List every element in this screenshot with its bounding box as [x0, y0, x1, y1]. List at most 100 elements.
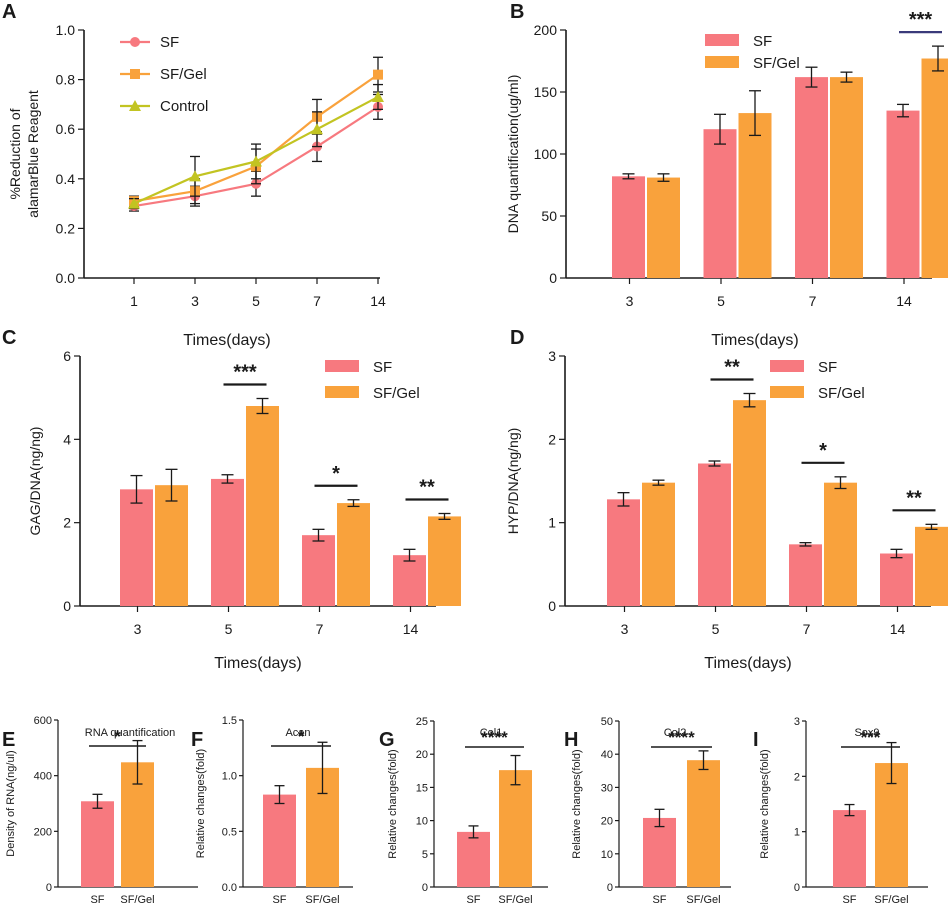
- x-tick-label: 5: [717, 293, 725, 309]
- y-tick-label: 1.0: [222, 771, 237, 783]
- y-tick-label: 0: [548, 598, 556, 614]
- y-tick-label: 15: [416, 782, 428, 794]
- data-point: [311, 123, 323, 135]
- significance-label: *: [298, 727, 305, 746]
- x-tick-label: 7: [809, 293, 817, 309]
- bar-sf: [880, 553, 913, 606]
- bar-sf-gel: [687, 760, 720, 887]
- significance-label: **: [724, 357, 740, 379]
- y-tick-label: 10: [416, 816, 428, 828]
- x-tick-label: 3: [626, 293, 634, 309]
- y-axis-label: GAG/DNA(ng/ng): [27, 427, 43, 536]
- legend-label: SF/Gel: [160, 66, 207, 83]
- y-tick-label: 1: [548, 515, 556, 531]
- y-axis-label: Relative changes(fold): [387, 749, 399, 858]
- y-tick-label: 2: [794, 771, 800, 783]
- y-tick-label: 0: [46, 882, 52, 894]
- bar-sf: [120, 489, 153, 606]
- x-tick-label: SF: [652, 894, 666, 906]
- bar-sf: [302, 535, 335, 606]
- significance-label: *: [114, 727, 121, 746]
- legend-swatch: [325, 360, 359, 372]
- bar-sf-gel: [246, 406, 279, 606]
- panel-b: B 0 50 100 150 200 DNA quantification(ug/ml) Ti…: [505, 1, 948, 349]
- y-tick-label: 0.0: [56, 270, 76, 286]
- y-axis-label: %Reduction of: [7, 108, 23, 199]
- y-tick-label: 30: [601, 782, 613, 794]
- x-tick-label: 14: [896, 293, 912, 309]
- y-tick-label: 0.0: [222, 882, 237, 894]
- legend-label: Control: [160, 98, 208, 115]
- x-tick-label: 14: [370, 293, 386, 309]
- y-tick-label: 0: [794, 882, 800, 894]
- x-tick-label: 5: [712, 621, 720, 637]
- chart-title: Col1: [480, 727, 503, 739]
- significance-label: *: [819, 440, 827, 462]
- panel-letter: I: [753, 729, 759, 751]
- significance-label: ***: [909, 9, 933, 31]
- y-tick-label: 200: [534, 22, 558, 38]
- y-tick-label: 5: [422, 849, 428, 861]
- legend-label: SF/Gel: [373, 385, 420, 402]
- y-tick-label: 10: [601, 849, 613, 861]
- legend-swatch: [770, 360, 804, 372]
- panel-e: E RNA quantification 0 200 400 600 Density of …: [2, 715, 198, 906]
- bar-sf: [612, 176, 645, 278]
- x-tick-label: 14: [403, 621, 419, 637]
- x-tick-label: 1: [130, 293, 138, 309]
- data-point: [250, 155, 262, 167]
- x-tick-label: 7: [316, 621, 324, 637]
- bar-sf-gel: [830, 77, 863, 279]
- bar-sf: [789, 544, 822, 606]
- x-tick-label: SF: [842, 894, 856, 906]
- bar-sf-gel: [499, 770, 532, 887]
- legend-swatch: [770, 386, 804, 398]
- panel-a: A 0.0 0.2 0.4 0.6 0.8 1.0 %Reduction of alamarBl…: [2, 1, 386, 349]
- bar-sf: [263, 794, 296, 887]
- bar-sf-gel: [915, 526, 948, 606]
- legend-marker: [130, 37, 140, 47]
- data-point: [128, 197, 140, 209]
- y-tick-label: 50: [601, 716, 613, 728]
- x-tick-label: 3: [134, 621, 142, 637]
- y-tick-label: 150: [534, 84, 558, 100]
- x-tick-label: SF/Gel: [874, 894, 908, 906]
- y-axis-label: Density of RNA(ng/ul): [5, 750, 17, 856]
- x-axis-label: Times(days): [214, 655, 301, 672]
- x-axis-label: Times(days): [711, 332, 798, 349]
- chart-title: Acan: [285, 727, 310, 739]
- legend-label: SF: [818, 359, 837, 376]
- panel-letter: B: [510, 1, 524, 23]
- y-tick-label: 1: [794, 827, 800, 839]
- data-point: [189, 170, 201, 182]
- y-tick-label: 0: [549, 270, 557, 286]
- legend-label: SF: [373, 359, 392, 376]
- bar-sf: [698, 463, 731, 606]
- legend-swatch: [705, 56, 739, 68]
- significance-label: **: [419, 477, 435, 499]
- bar-sf-gel: [337, 503, 370, 606]
- chart-title: Sox9: [854, 727, 879, 739]
- y-tick-label: 600: [34, 715, 52, 727]
- bar-sf: [393, 555, 426, 606]
- data-point: [372, 90, 384, 102]
- y-tick-label: 400: [34, 771, 52, 783]
- x-axis-label: Times(days): [183, 332, 270, 349]
- y-tick-label: 20: [601, 816, 613, 828]
- y-axis-label: alamarBlue Reagent: [25, 90, 41, 218]
- legend-marker: [130, 69, 140, 79]
- bar-sf: [643, 817, 676, 887]
- bar-sf-gel: [647, 177, 680, 278]
- y-tick-label: 0.6: [56, 121, 76, 137]
- panel-h: H Col2 0 10 20 30 40 50 Relative changes(fold) SF…: [564, 716, 731, 906]
- bar-sf-gel: [824, 482, 857, 606]
- bar-sf: [457, 831, 490, 887]
- chart-title: RNA quantification: [85, 727, 176, 739]
- y-axis-label: DNA quantification(ug/ml): [505, 75, 521, 234]
- x-tick-label: SF/Gel: [686, 894, 720, 906]
- y-tick-label: 0: [422, 882, 428, 894]
- y-tick-label: 3: [548, 348, 556, 364]
- y-tick-label: 3: [794, 716, 800, 728]
- panel-letter: D: [510, 327, 524, 349]
